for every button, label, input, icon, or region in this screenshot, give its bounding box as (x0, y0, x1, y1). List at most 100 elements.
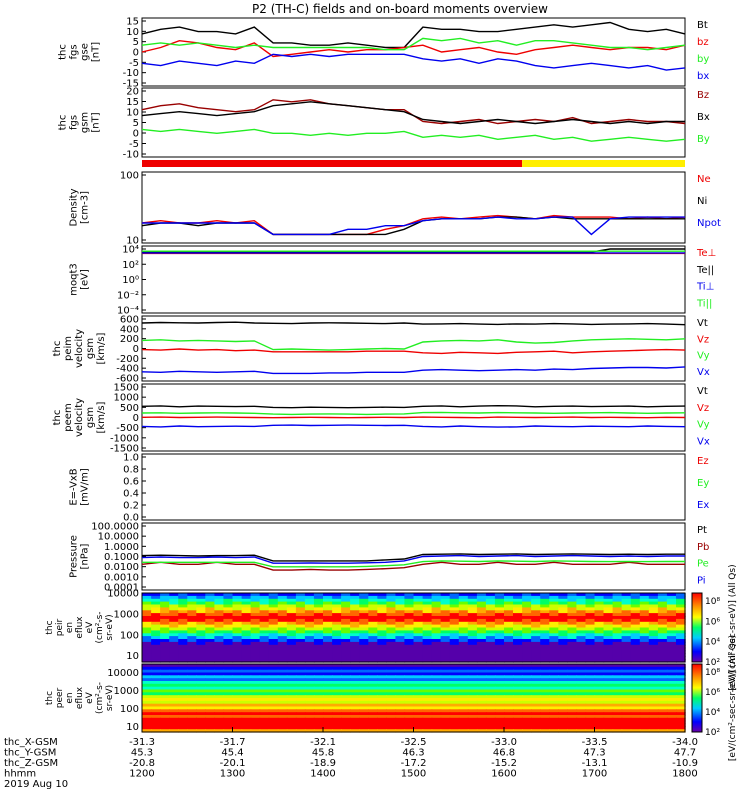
spectrogram-cell (178, 656, 188, 660)
spectrogram-cell (513, 604, 523, 608)
spectrogram-cell (268, 653, 279, 657)
spectrogram-cell (377, 636, 387, 640)
spectrogram-cell (549, 624, 559, 629)
spectrogram-cell (323, 616, 333, 620)
ephemeris-value: 45.4 (221, 748, 243, 759)
spectrogram-cell (648, 683, 659, 688)
spectrogram-cell (395, 678, 406, 682)
spectrogram-cell (214, 656, 225, 660)
spectrogram-cell (341, 618, 351, 623)
spectrogram-cell (449, 627, 460, 631)
spectrogram-cell (676, 641, 686, 646)
spectrogram-cell (567, 633, 578, 637)
spectrogram-cell (476, 698, 487, 702)
spectrogram-cell (504, 715, 514, 719)
spectrogram-cell (558, 593, 568, 597)
spectrogram-cell (476, 729, 487, 733)
spectrogram-cell (323, 703, 333, 708)
spectrogram-cell (422, 647, 433, 652)
spectrogram-cell (440, 656, 451, 660)
spectrogram-cell (295, 720, 306, 725)
spectrogram-cell (187, 610, 197, 614)
spectrogram-cell (549, 686, 559, 691)
spectrogram-cell (250, 709, 261, 713)
spectrogram-cell (440, 666, 451, 671)
spectrogram-cell (485, 717, 496, 722)
spectrogram-cell (223, 633, 234, 637)
spectrogram-cell (286, 675, 297, 679)
spectrogram-cell (449, 681, 460, 685)
spectrogram-cell (205, 700, 215, 705)
spectrogram-cell (440, 647, 451, 652)
spectrogram-cell (169, 715, 179, 719)
spectrogram-cell (648, 641, 659, 646)
spectrogram-cell (657, 598, 668, 603)
spectrogram-cell (540, 656, 550, 660)
spectrogram-cell (467, 656, 478, 660)
spectrogram-cell (259, 664, 270, 668)
spectrogram-cell (259, 681, 270, 685)
spectrogram-cell (585, 613, 596, 617)
spectrogram-cell (458, 726, 469, 730)
spectrogram-cell (476, 616, 487, 620)
spectrogram-cell (350, 695, 360, 699)
spectrogram-cell (504, 644, 514, 649)
spectrogram-cell (286, 630, 297, 634)
spectrogram-cell (549, 630, 559, 634)
spectrogram-cell (178, 610, 188, 614)
spectrogram-cell (187, 703, 197, 708)
spectrogram-cell (585, 720, 596, 725)
spectrogram-cell (295, 717, 306, 722)
spectrogram-cell (440, 698, 451, 702)
spectrogram-cell (422, 639, 433, 643)
spectrogram-cell (603, 656, 614, 660)
spectrogram-cell (151, 618, 161, 623)
spectrogram-cell (304, 627, 315, 631)
spectrogram-cell (476, 593, 487, 597)
spectrogram-cell (413, 647, 424, 652)
spectrogram-cell (594, 678, 605, 682)
spectrogram-cell (612, 647, 623, 652)
spectrogram-cell (431, 729, 442, 733)
spectrogram-cell (639, 715, 650, 719)
status-bar-segment (522, 160, 685, 167)
spectrogram-cell (513, 712, 523, 716)
spectrogram-cell (485, 715, 496, 719)
spectrogram-cell (359, 624, 369, 629)
spectrogram-cell (187, 686, 197, 691)
spectrogram-cell (223, 686, 234, 691)
spectrogram-cell (513, 723, 523, 727)
spectrogram-cell (513, 698, 523, 702)
spectrogram-cell (395, 706, 406, 710)
spectrogram-cell (295, 683, 306, 688)
spectrogram-cell (585, 610, 596, 614)
spectrogram-cell (295, 672, 306, 676)
spectrogram-cell (196, 613, 206, 617)
spectrogram-cell (630, 644, 641, 649)
spectrogram-cell (151, 715, 161, 719)
legend-label: Te⊥ (696, 248, 716, 259)
spectrogram-cell (666, 604, 677, 608)
spectrogram-cell (648, 706, 659, 710)
spectrogram-cell (295, 593, 306, 597)
spectrogram-cell (268, 604, 279, 608)
spectrogram-cell (639, 678, 650, 682)
spectrogram-cell (639, 703, 650, 708)
spectrogram-cell (214, 636, 225, 640)
spectrogram-cell (676, 698, 686, 702)
spectrogram-cell (567, 598, 578, 603)
legend-label: Te|| (696, 265, 714, 276)
spectrogram-cell (666, 717, 677, 722)
spectrogram-cell (630, 610, 641, 614)
spectrogram-cell (286, 678, 297, 682)
spectrogram-cell (612, 729, 623, 733)
spectrogram-cell (359, 672, 369, 676)
spectrogram-cell (449, 700, 460, 705)
spectrogram-cell (286, 621, 297, 626)
spectrogram-cell (268, 593, 279, 597)
spectrogram-cell (395, 692, 406, 696)
spectrogram-cell (585, 647, 596, 652)
spectrogram-cell (413, 689, 424, 693)
spectrogram-cell (558, 616, 568, 620)
spectrogram-cell (513, 641, 523, 646)
